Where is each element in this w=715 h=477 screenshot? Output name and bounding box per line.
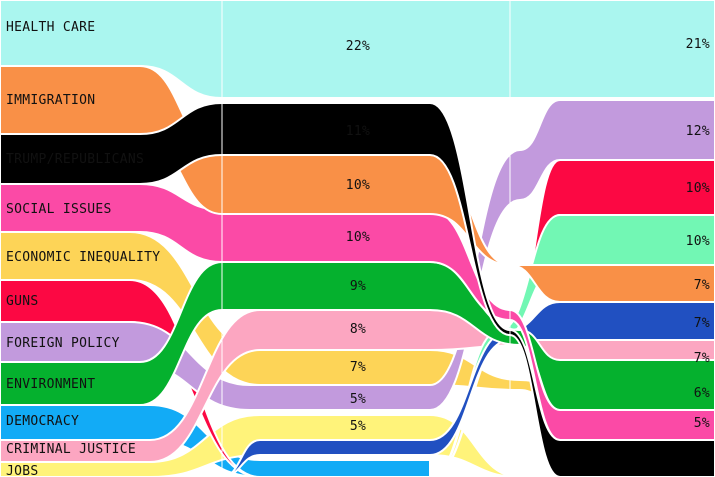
pct-label-col2: 7%: [694, 351, 710, 366]
category-label: GUNS: [6, 294, 39, 309]
pct-label-col2: 7%: [694, 278, 710, 293]
pct-label-col1: 11%: [346, 124, 370, 139]
pct-label-col1: 10%: [346, 178, 370, 193]
pct-label-col1: 8%: [350, 322, 366, 337]
category-label: DEMOCRACY: [6, 414, 79, 429]
percent-labels: 22% 11% 10% 10% 9% 8% 7% 5% 5% 21% 12% 10% 10% 7% 7% 7%…: [346, 37, 710, 434]
pct-label-col1: 22%: [346, 39, 370, 54]
category-label: IMMIGRATION: [6, 93, 95, 108]
pct-label-col1: 5%: [350, 419, 366, 434]
category-label: JOBS: [6, 464, 39, 477]
band-trump-republicans: [0, 102, 715, 477]
pct-label-col2: 12%: [686, 124, 710, 139]
category-label: ECONOMIC INEQUALITY: [6, 250, 160, 265]
pct-label-col1: 7%: [350, 360, 366, 375]
pct-label-col2: 5%: [694, 416, 710, 431]
category-label: TRUMP/REPUBLICANS: [6, 152, 144, 167]
category-label: HEALTH CARE: [6, 20, 95, 35]
pct-label-col1: 5%: [350, 392, 366, 407]
category-label: ENVIRONMENT: [6, 377, 95, 392]
pct-label-col1: 9%: [350, 279, 366, 294]
category-label: FOREIGN POLICY: [6, 336, 120, 351]
category-label: SOCIAL ISSUES: [6, 202, 112, 217]
column-guides: [221, 0, 511, 477]
pct-label-col1: 10%: [346, 230, 370, 245]
pct-label-col2: 7%: [694, 316, 710, 331]
category-labels: HEALTH CARE IMMIGRATION TRUMP/REPUBLICANS S…: [6, 20, 160, 477]
pct-label-col2: 6%: [694, 386, 710, 401]
category-label: CRIMINAL JUSTICE: [6, 442, 136, 457]
pct-label-col2: 10%: [686, 181, 710, 196]
pct-label-col2: 10%: [686, 234, 710, 249]
pct-label-col2: 21%: [686, 37, 710, 52]
